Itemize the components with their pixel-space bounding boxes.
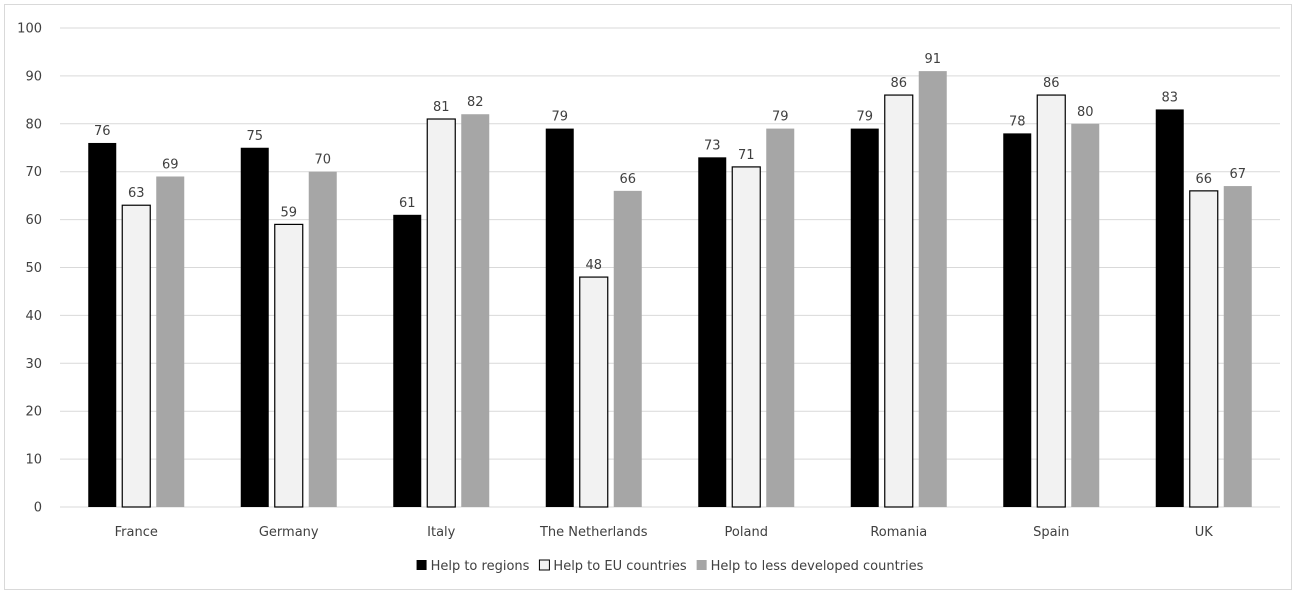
y-tick-label: 20 (25, 405, 42, 420)
data-label: 86 (890, 76, 907, 91)
bar (579, 276, 609, 508)
bar (850, 128, 879, 507)
x-category-label: Germany (259, 525, 319, 540)
legend-item: Help to EU countries (538, 559, 687, 574)
data-label: 83 (1161, 90, 1178, 105)
x-category-label: France (115, 525, 158, 540)
bar (461, 114, 490, 507)
data-label: 63 (128, 186, 145, 201)
data-label: 81 (433, 100, 450, 115)
bar (731, 166, 761, 508)
data-labels: 76 63 69 75 59 70 61 81 82 79 48 66 73 71 79 79 86 91 78 86… (94, 52, 1246, 273)
legend-swatch (416, 560, 427, 570)
y-tick-label: 100 (17, 22, 42, 37)
bar (393, 214, 422, 507)
y-tick-label: 30 (25, 357, 42, 372)
bar (121, 204, 151, 508)
bars (88, 71, 1252, 508)
data-label: 82 (467, 95, 484, 110)
x-category-label: UK (1195, 525, 1214, 540)
y-tick-label: 80 (25, 117, 42, 132)
data-label: 61 (399, 196, 416, 211)
bar (274, 223, 304, 508)
data-label: 69 (162, 157, 179, 172)
bar (1036, 94, 1066, 508)
bar (884, 94, 914, 508)
bar (308, 171, 337, 507)
x-category-label: The Netherlands (539, 525, 648, 540)
y-tick-label: 70 (25, 165, 42, 180)
data-label: 79 (551, 110, 568, 125)
bar (918, 71, 947, 508)
data-label: 66 (1195, 172, 1212, 187)
legend-label: Help to less developed countries (711, 559, 924, 574)
x-category-label: Italy (427, 525, 456, 540)
legend-label: Help to EU countries (553, 559, 686, 574)
bar (1071, 123, 1100, 508)
y-tick-label: 60 (25, 213, 42, 228)
data-label: 75 (246, 129, 263, 144)
x-category-label: Spain (1033, 525, 1069, 540)
data-label: 73 (704, 138, 721, 153)
y-tick-label: 50 (25, 261, 42, 276)
legend-item: Help to regions (416, 559, 530, 574)
y-tick-label: 0 (34, 501, 42, 516)
bar (426, 118, 456, 508)
data-label: 70 (314, 153, 331, 168)
data-label: 79 (772, 110, 789, 125)
y-tick-label: 10 (25, 453, 42, 468)
bar (1223, 186, 1252, 507)
bar (88, 142, 117, 507)
data-label: 91 (924, 52, 941, 67)
legend-label: Help to regions (431, 559, 530, 574)
bar (545, 128, 574, 507)
bar (1155, 109, 1184, 508)
legend-item: Help to less developed countries (696, 559, 924, 574)
data-label: 86 (1043, 76, 1060, 91)
bar (1003, 133, 1032, 507)
data-label: 79 (856, 110, 873, 125)
data-label: 76 (94, 124, 111, 139)
data-label: 71 (738, 148, 755, 163)
bar (1189, 190, 1219, 508)
bar (766, 128, 795, 507)
bar (240, 147, 269, 507)
y-axis-tick-labels: 0 10 20 30 40 50 60 70 80 90 100 (17, 22, 42, 516)
x-category-label: Poland (725, 525, 768, 540)
x-axis-category-labels: France Germany Italy The Netherlands Poland R… (115, 525, 1214, 540)
x-category-label: Romania (870, 525, 927, 540)
bar (698, 157, 727, 507)
data-label: 80 (1077, 105, 1094, 120)
data-label: 66 (619, 172, 636, 187)
y-tick-label: 90 (25, 69, 42, 84)
legend-swatch (538, 559, 550, 571)
legend: Help to regions Help to EU countries Help … (416, 559, 924, 574)
data-label: 78 (1009, 114, 1026, 129)
data-label: 67 (1229, 167, 1246, 182)
data-label: 48 (585, 258, 602, 273)
bar (156, 176, 185, 508)
y-tick-label: 40 (25, 309, 42, 324)
data-label: 59 (280, 205, 297, 220)
legend-swatch (696, 560, 707, 570)
bar (613, 190, 642, 508)
